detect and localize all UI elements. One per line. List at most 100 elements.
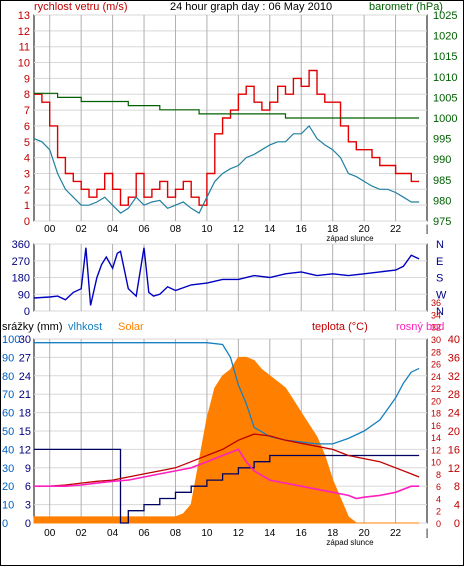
- rain-tick-label: 12: [19, 444, 31, 456]
- x-tick-label: 06: [138, 528, 150, 539]
- temperature-tick-label: 32: [448, 371, 460, 383]
- compass-tick-label: N: [436, 239, 444, 251]
- direction-tick-label: 360: [12, 239, 30, 251]
- x-tick-label: 00: [44, 528, 56, 539]
- temperature-inner-tick-label: 12: [431, 445, 441, 455]
- direction-tick-label: 270: [12, 256, 30, 268]
- rain-tick-label: 21: [19, 389, 31, 401]
- temperature-tick-label: 24: [448, 408, 460, 420]
- humidity-line: [34, 342, 420, 445]
- rain-axis-title: srážky (mm): [2, 321, 63, 333]
- right-tick-label: 980: [433, 195, 451, 207]
- compass-tick-label: N: [436, 306, 444, 318]
- humidity-label: vlhkost: [68, 321, 102, 333]
- rain-tick-label: 15: [19, 426, 31, 438]
- humidity-tick-label: 10: [2, 500, 14, 512]
- temperature-inner-tick-label: 8: [436, 470, 441, 480]
- x-tick-label: 18: [327, 224, 339, 235]
- direction-tick-label: 90: [18, 289, 30, 301]
- rain-tick-label: 18: [19, 408, 31, 420]
- x-tick-label: 00: [44, 224, 56, 235]
- temperature-inner-tick-label: 20: [431, 396, 441, 406]
- rain-tick-label: 0: [25, 518, 31, 530]
- x-tick-label: 14: [264, 528, 276, 539]
- sunset-annotation: západ slunce: [326, 234, 374, 243]
- temperature-tick-label: 36: [448, 352, 460, 364]
- x-tick-label: 22: [390, 528, 402, 539]
- compass-tick-label: S: [436, 273, 443, 285]
- x-tick-label: 10: [201, 528, 213, 539]
- left-tick-label: 2: [24, 184, 30, 196]
- rain-tick-label: 9: [25, 463, 31, 475]
- rain-tick-label: 3: [25, 500, 31, 512]
- compass-tick-label: E: [436, 256, 443, 268]
- temperature-tick-label: 4: [454, 500, 460, 512]
- temperature-inner-tick-label: 4: [436, 494, 441, 504]
- x-tick-label: 02: [76, 528, 88, 539]
- left-tick-label: 12: [18, 26, 30, 38]
- right-tick-label: 985: [433, 175, 451, 187]
- x-tick-label: 16: [296, 528, 308, 539]
- humidity-tick-label: 0: [2, 518, 8, 530]
- humidity-tick-label: 70: [2, 389, 14, 401]
- temperature-inner-tick-label: 14: [431, 433, 441, 443]
- wind-pressure-panel: 0123456789101112139759809859909951000100…: [18, 10, 458, 243]
- temperature-inner-tick-label: 36: [431, 298, 441, 308]
- temperature-tick-label: 8: [454, 481, 460, 493]
- temperature-inner-tick-label: 26: [431, 360, 441, 370]
- temperature-tick-label: 16: [448, 444, 460, 456]
- x-end-label: |: [426, 224, 429, 235]
- x-tick-label: 12: [233, 224, 245, 235]
- humidity-tick-label: 80: [2, 371, 14, 383]
- temperature-tick-label: 40: [448, 334, 460, 346]
- temperature-tick-label: 12: [448, 463, 460, 475]
- left-tick-label: 5: [24, 137, 30, 149]
- temperature-inner-tick-label: 10: [431, 458, 441, 468]
- wind-direction-line: [33, 247, 420, 306]
- temperature-line: [34, 433, 420, 487]
- temperature-inner-tick-label: 32: [431, 323, 441, 333]
- humidity-tick-label: 50: [2, 426, 14, 438]
- x-tick-label: 20: [359, 528, 371, 539]
- right-tick-label: 1015: [433, 51, 457, 63]
- rain-tick-label: 6: [25, 481, 31, 493]
- right-axis-title: barometr (hPa): [369, 1, 443, 13]
- humidity-tick-label: 60: [2, 408, 14, 420]
- temperature-tick-label: 28: [448, 389, 460, 401]
- solar-label: Solar: [118, 321, 144, 333]
- rain-tick-label: 30: [19, 334, 31, 346]
- temperature-inner-tick-label: 0: [436, 519, 441, 529]
- x-tick-label: 04: [107, 528, 119, 539]
- temperature-inner-tick-label: 28: [431, 347, 441, 357]
- left-tick-label: 10: [18, 58, 30, 70]
- chart-title: 24 hour graph day : 06 May 2010: [170, 1, 332, 13]
- x-tick-label: 14: [264, 224, 276, 235]
- humidity-tick-label: 30: [2, 463, 14, 475]
- x-tick-label: 08: [170, 224, 182, 235]
- temperature-tick-label: 0: [454, 518, 460, 530]
- x-tick-label: 18: [327, 528, 339, 539]
- temperature-inner-tick-label: 2: [436, 507, 441, 517]
- temperature-inner-tick-label: 18: [431, 409, 441, 419]
- temperature-inner-tick-label: 34: [431, 310, 441, 320]
- left-tick-label: 6: [24, 121, 30, 133]
- dewpoint-label: rosný bod: [396, 321, 444, 333]
- left-tick-label: 8: [24, 89, 30, 101]
- wind-direction-panel: 0 N 90 W 180 S 270 E 360 N: [12, 239, 447, 318]
- x-tick-label: 20: [359, 224, 371, 235]
- temperature-inner-tick-label: 22: [431, 384, 441, 394]
- x-tick-label: 08: [170, 528, 182, 539]
- x-tick-label: 04: [107, 224, 119, 235]
- right-tick-label: 1000: [433, 113, 457, 125]
- left-tick-label: 13: [18, 10, 30, 22]
- left-tick-label: 3: [24, 168, 30, 180]
- temperature-inner-tick-label: 16: [431, 421, 441, 431]
- temperature-inner-tick-label: 30: [431, 335, 441, 345]
- sunset-annotation: západ slunce: [326, 538, 374, 547]
- humidity-tick-label: 20: [2, 481, 14, 493]
- direction-tick-label: 180: [12, 273, 30, 285]
- wind-speed-line: [34, 69, 420, 206]
- rain-tick-label: 27: [19, 352, 31, 364]
